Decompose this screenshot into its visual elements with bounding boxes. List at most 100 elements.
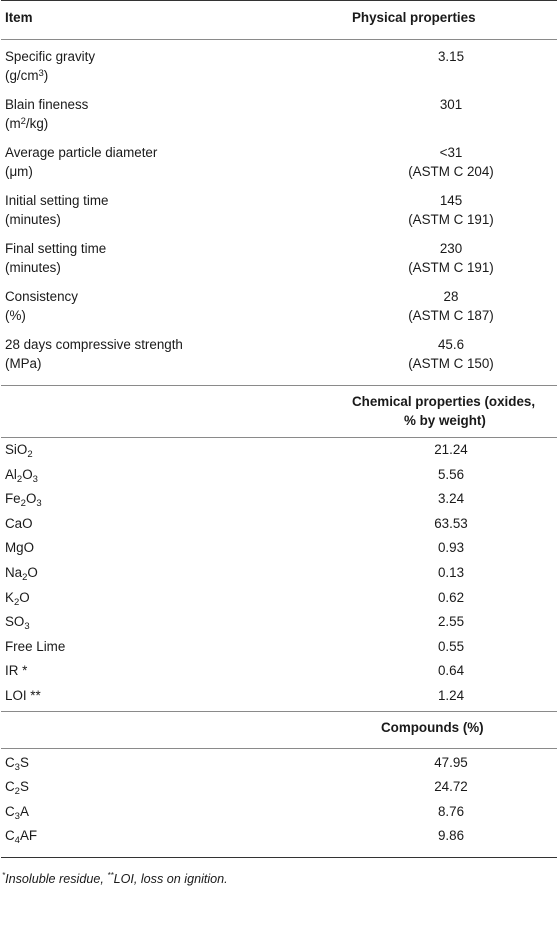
empty-cell — [1, 718, 345, 737]
property-value-cell: 301 — [345, 95, 557, 133]
formula-part: LOI ** — [5, 687, 41, 703]
compound-row: C2S 24.72 — [1, 777, 557, 802]
oxide-name: SiO2 — [1, 440, 345, 465]
physical-row: Final setting time (minutes) 230 (ASTM C 19… — [1, 239, 557, 277]
property-value: 230 — [439, 241, 463, 256]
property-value-cell: <31 (ASTM C 204) — [345, 143, 557, 181]
property-value: 145 — [439, 193, 463, 208]
formula-part: CaO — [5, 515, 33, 531]
oxide-name: MgO — [1, 538, 345, 563]
property-name: Average particle diameter — [5, 145, 158, 160]
property-unit-suffix: /kg) — [25, 116, 49, 131]
chemical-header-row: Chemical properties (oxides, % by weight) — [1, 392, 557, 430]
compound-name: C3S — [1, 753, 345, 778]
oxide-row: Free Lime 0.55 — [1, 637, 557, 662]
formula-part: Fe — [5, 491, 21, 507]
chemical-header-line-2: % by weight) — [404, 413, 486, 428]
formula-subscript: 3 — [24, 621, 30, 633]
chemical-header-line-1: Chemical properties (oxides, — [352, 394, 536, 409]
property-name: 28 days compressive strength — [5, 337, 183, 352]
formula-part: AF — [19, 828, 38, 844]
physical-row: Initial setting time (minutes) 145 (ASTM C … — [1, 191, 557, 229]
spacer-cell — [1, 85, 557, 95]
compound-row: C4AF 9.86 — [1, 826, 557, 851]
physical-row: 28 days compressive strength (MPa) 45.6 (AS… — [1, 335, 557, 373]
spacer-cell — [1, 133, 557, 143]
header-row: Item Physical properties — [1, 8, 557, 27]
property-unit: (m — [5, 116, 21, 131]
property-name: Blain fineness — [5, 97, 89, 112]
compound-row: C3S 47.95 — [1, 753, 557, 778]
formula-part: IR * — [5, 663, 28, 679]
oxide-value: 1.24 — [437, 687, 465, 703]
property-unit: (g/cm — [5, 68, 39, 83]
spacer-cell — [1, 857, 557, 859]
property-unit: (minutes) — [5, 212, 61, 227]
spacer-cell — [1, 737, 557, 749]
property-value: 3.15 — [437, 49, 465, 64]
spacer-row — [1, 133, 557, 143]
oxide-row: LOI ** 1.24 — [1, 686, 557, 711]
spacer-row — [1, 325, 557, 335]
oxide-row: K2O 0.62 — [1, 588, 557, 613]
physical-row: Specific gravity (g/cm3) 3.15 — [1, 47, 557, 85]
spacer-row — [1, 229, 557, 239]
test-standard: (ASTM C 191) — [408, 260, 494, 275]
formula-part: C — [5, 754, 15, 770]
formula-part: MgO — [5, 540, 35, 556]
physical-row: Average particle diameter (μm) <31 (ASTM C … — [1, 143, 557, 181]
formula-part: SiO — [5, 442, 28, 457]
cement-properties-table: Item Physical properties Specific gravity (… — [1, 0, 557, 859]
spacer-row — [1, 737, 557, 749]
oxide-row: CaO 63.53 — [1, 514, 557, 539]
oxide-name: CaO — [1, 514, 345, 539]
unit-superscript: 3 — [38, 68, 44, 79]
formula-part: C — [5, 779, 15, 795]
property-value-cell: 230 (ASTM C 191) — [345, 239, 557, 277]
oxide-row: Fe2O3 3.24 — [1, 489, 557, 514]
spacer-cell — [1, 373, 557, 386]
formula-part: C — [5, 803, 15, 819]
formula-subscript: 3 — [36, 498, 42, 510]
spacer-cell — [1, 40, 557, 48]
chemical-properties-header: Chemical properties (oxides, % by weight) — [345, 392, 557, 430]
compound-name: C4AF — [1, 826, 345, 851]
spacer-cell — [1, 1, 557, 9]
oxide-row: MgO 0.93 — [1, 538, 557, 563]
formula-part: Al — [5, 466, 17, 482]
oxide-value: 0.62 — [437, 589, 465, 605]
formula-part: S — [19, 779, 29, 795]
spacer-row — [1, 373, 557, 386]
footnote-text-1: Insoluble residue, — [5, 871, 108, 886]
formula-part: Free Lime — [5, 638, 66, 654]
formula-part: O — [22, 466, 33, 482]
spacer-cell — [1, 27, 557, 40]
property-value: 45.6 — [437, 337, 465, 352]
oxide-row: SO3 2.55 — [1, 612, 557, 637]
oxide-value: 0.93 — [437, 540, 465, 556]
oxide-name: Fe2O3 — [1, 489, 345, 514]
compound-name: C2S — [1, 777, 345, 802]
property-value: <31 — [439, 145, 463, 160]
oxide-value: 0.13 — [437, 564, 465, 580]
property-label: Average particle diameter (μm) — [1, 143, 345, 181]
oxide-value: 2.55 — [437, 614, 465, 630]
spacer-row — [1, 85, 557, 95]
test-standard: (ASTM C 204) — [408, 164, 494, 179]
oxide-name: K2O — [1, 588, 345, 613]
formula-part: O — [19, 589, 30, 605]
property-label: Final setting time (minutes) — [1, 239, 345, 277]
oxide-name: Na2O — [1, 563, 345, 588]
oxide-name: Al2O3 — [1, 465, 345, 490]
oxide-name: SO3 — [1, 612, 345, 637]
property-unit-suffix: ) — [43, 68, 49, 83]
property-unit: (μm) — [5, 164, 33, 179]
formula-part: SO — [5, 614, 25, 630]
column-header-item: Item — [5, 10, 33, 25]
formula-part: O — [25, 491, 37, 507]
formula-part: A — [19, 803, 29, 819]
spacer-row — [1, 430, 557, 438]
spacer-cell — [1, 277, 557, 287]
spacer-row — [1, 437, 557, 441]
property-value: 28 — [443, 289, 459, 304]
